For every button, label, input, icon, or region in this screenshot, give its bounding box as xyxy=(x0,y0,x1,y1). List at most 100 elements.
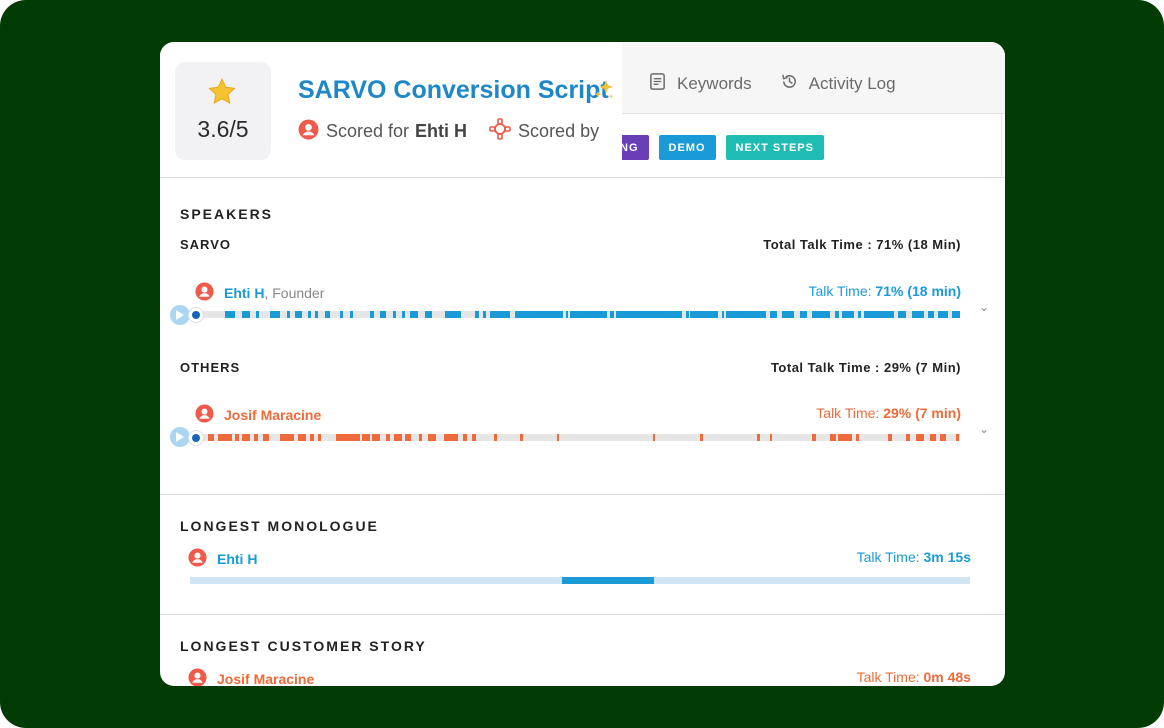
talk-segment xyxy=(757,434,760,441)
talk-segment xyxy=(515,311,563,318)
talk-segment xyxy=(557,434,559,441)
talk-segment xyxy=(912,311,924,318)
tab-bar xyxy=(622,42,1005,114)
talk-segment xyxy=(444,434,458,441)
tag-next-steps[interactable]: NEXT STEPS xyxy=(725,135,824,160)
talk-segment xyxy=(830,434,836,441)
talk-segment xyxy=(653,434,655,441)
talk-segment xyxy=(864,311,894,318)
speaker-row-ehti[interactable]: Ehti H , Founder xyxy=(195,282,324,304)
talk-timeline[interactable] xyxy=(190,434,960,441)
speaker-role: , Founder xyxy=(264,285,325,301)
tabs: Keywords Activity Log xyxy=(648,72,896,96)
talk-time-value: 29% (7 min) xyxy=(883,405,961,421)
tab-keywords[interactable]: Keywords xyxy=(648,72,752,96)
talk-segment xyxy=(956,434,959,441)
speaker-talk-time: Talk Time: 29% (7 min) xyxy=(816,405,961,421)
talk-segment xyxy=(428,434,436,441)
tab-activity-log-label: Activity Log xyxy=(808,74,896,93)
speaker-group-sarvo: SARVO xyxy=(180,237,231,252)
talk-segment xyxy=(483,311,486,318)
talk-segment xyxy=(318,434,321,441)
speaker-row-josif[interactable]: Josif Maracine xyxy=(195,404,321,426)
talk-segment xyxy=(235,434,239,441)
tag-demo[interactable]: DEMO xyxy=(658,135,716,160)
script-title[interactable]: SARVO Conversion Script xyxy=(298,76,609,104)
talk-segment xyxy=(402,311,405,318)
chevron-down-icon[interactable]: ⌄ xyxy=(979,422,990,436)
talk-segment xyxy=(858,311,861,318)
talk-segment xyxy=(726,311,766,318)
talk-segment xyxy=(952,311,960,318)
talk-segment xyxy=(494,434,497,441)
timeline-scrubber[interactable] xyxy=(189,431,203,445)
tab-activity-log[interactable]: Activity Log xyxy=(780,72,896,96)
monologue-talk-time: Talk Time: 3m 15s xyxy=(857,549,971,565)
talk-segment xyxy=(475,311,479,318)
monologue-timeline[interactable] xyxy=(190,577,970,584)
talk-segment xyxy=(700,434,703,441)
talk-segment xyxy=(916,434,924,441)
talk-segment xyxy=(370,311,374,318)
monologue-segment xyxy=(562,577,654,584)
reviewer-icon xyxy=(489,118,518,145)
talk-segment xyxy=(225,311,235,318)
talk-segment xyxy=(898,311,906,318)
score-value: 3.6/5 xyxy=(197,116,249,142)
talk-segment xyxy=(419,434,422,441)
talk-segment xyxy=(842,311,854,318)
scored-by-label: Scored by xyxy=(518,121,600,141)
header-divider xyxy=(160,177,1005,178)
talk-segment xyxy=(570,311,607,318)
speaker-name: Ehti H xyxy=(224,285,265,301)
talk-segment xyxy=(298,434,306,441)
history-icon xyxy=(780,72,799,96)
play-button[interactable] xyxy=(170,305,190,325)
user-icon xyxy=(298,119,326,145)
talk-segment xyxy=(254,434,258,441)
talk-segment xyxy=(928,311,934,318)
topic-tags: NG DEMO NEXT STEPS xyxy=(610,135,824,160)
talk-segment xyxy=(835,311,839,318)
timeline-scrubber[interactable] xyxy=(189,308,203,322)
longest-story-heading: LONGEST CUSTOMER STORY xyxy=(180,638,427,654)
talk-segment xyxy=(940,434,946,441)
scored-for-label: Scored for xyxy=(326,121,410,141)
talk-segment xyxy=(394,434,402,441)
talk-segment xyxy=(425,311,432,318)
talk-segment xyxy=(280,434,294,441)
talk-segment xyxy=(856,434,859,441)
talk-segment xyxy=(800,311,807,318)
talk-segment xyxy=(218,434,232,441)
talk-segment xyxy=(362,434,370,441)
user-icon xyxy=(188,668,217,686)
talk-segment xyxy=(770,311,777,318)
talk-segment xyxy=(372,434,380,441)
talk-segment xyxy=(393,311,396,318)
user-icon xyxy=(195,282,224,304)
talk-segment xyxy=(812,311,830,318)
talk-segment xyxy=(686,311,689,318)
chevron-down-icon[interactable]: ⌄ xyxy=(979,300,990,314)
play-button[interactable] xyxy=(170,427,190,447)
tab-keywords-label: Keywords xyxy=(677,74,752,93)
talk-segment xyxy=(410,311,418,318)
talk-segment xyxy=(308,311,311,318)
monologue-segment xyxy=(190,577,562,584)
document-list-icon xyxy=(648,72,667,96)
talk-segment xyxy=(270,311,280,318)
scorecard-header: 3.6/5 SARVO Conversion Script Scored for… xyxy=(160,42,622,177)
talk-segment xyxy=(325,311,330,318)
talk-time-label: Talk Time: xyxy=(856,669,920,685)
talk-timeline[interactable] xyxy=(190,311,960,318)
sarvo-total-talk-time: Total Talk Time : 71% (18 Min) xyxy=(763,237,961,252)
speaker-group-others: OTHERS xyxy=(180,360,241,375)
scored-for-name[interactable]: Ehti H xyxy=(415,121,468,141)
talk-segment xyxy=(520,434,523,441)
story-talk-time: Talk Time: 0m 48s xyxy=(857,669,971,685)
story-speaker[interactable]: Josif Maracine xyxy=(188,668,314,686)
talk-segment xyxy=(340,311,343,318)
monologue-speaker[interactable]: Ehti H xyxy=(188,548,257,570)
talk-segment xyxy=(263,434,269,441)
score-meta: Scored for Ehti H Scored by xyxy=(298,118,599,145)
